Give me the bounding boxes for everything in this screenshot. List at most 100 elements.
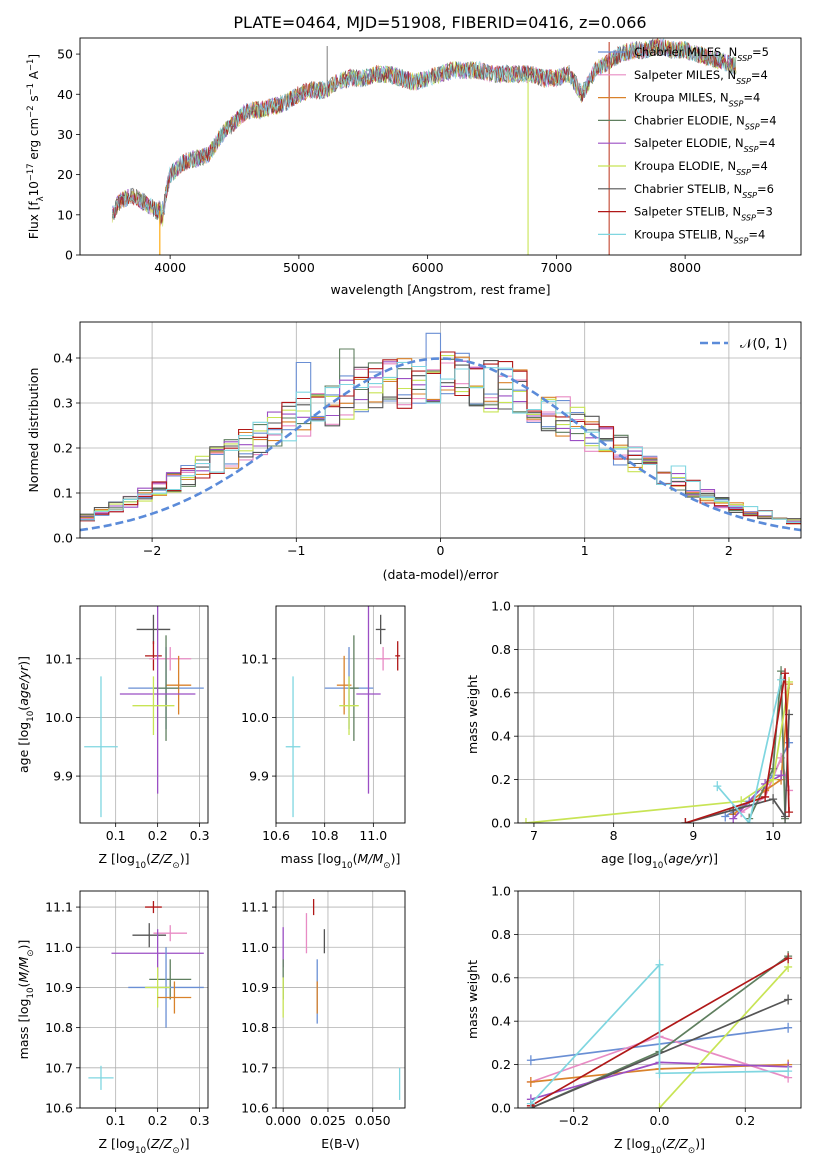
weight-marker	[777, 674, 786, 685]
error-bar-point	[166, 655, 192, 715]
error-bar-point	[356, 606, 381, 794]
y-tick-label: 10.1	[45, 651, 73, 666]
y-tick-label: 0.4	[491, 1014, 511, 1029]
legend-entry: Chabrier MILES, NSSP=5	[634, 45, 769, 63]
weight-marker	[785, 676, 794, 687]
y-tick-label: 10.6	[241, 1101, 269, 1116]
weight-marker	[526, 1098, 535, 1108]
x-tick-label: 11.0	[359, 828, 387, 843]
y-axis-label: mass [log10(M/M⊙)]	[16, 940, 36, 1060]
x-tick-label: 1	[581, 543, 589, 558]
y-tick-label: 10.0	[45, 710, 73, 725]
legend-entry: Chabrier ELODIE, NSSP=4	[634, 113, 777, 130]
weight-marker	[681, 818, 690, 823]
weight-line	[530, 962, 789, 1105]
weight-marker	[785, 807, 794, 818]
x-tick-label: 8000	[669, 260, 701, 275]
plot-area	[111, 38, 737, 255]
x-tick-label: 0.000	[265, 1113, 301, 1128]
error-bar-point	[157, 981, 192, 1014]
legend-entry: Kroupa MILES, NSSP=4	[634, 91, 760, 109]
error-bar-point	[88, 1065, 114, 1090]
y-tick-label: 10.6	[45, 1101, 73, 1116]
weight-marker	[729, 813, 738, 823]
x-tick-label: −0.2	[559, 1113, 589, 1128]
error-bar-point	[149, 959, 192, 1000]
x-tick-label: 0.025	[310, 1113, 346, 1128]
error-bar-point	[349, 635, 359, 741]
error-bar-point	[145, 967, 171, 1008]
y-tick-label: 9.9	[249, 769, 269, 784]
y-tick-label: 10.7	[241, 1060, 269, 1075]
y-tick-label: 1.0	[491, 884, 511, 899]
x-tick-label: 7000	[540, 260, 572, 275]
weight-marker	[784, 953, 793, 964]
axes-frame	[79, 890, 209, 1109]
weight-line	[716, 679, 782, 823]
weight-marker	[784, 1022, 793, 1033]
age-vs-mass-panel: 10.6 10.8 11.0 9.9 10.0 10.1 mass [log10(M/M⊙)…	[241, 605, 406, 871]
weight-marker	[777, 770, 786, 781]
weight-marker	[655, 1103, 664, 1108]
spectrum-title: PLATE=0464, MJD=51908, FIBERID=0416, z=0…	[233, 13, 646, 32]
weight-marker	[784, 994, 793, 1005]
weight-marker	[777, 666, 786, 677]
error-bar-point	[132, 676, 175, 736]
x-tick-label: 7	[530, 828, 538, 843]
y-tick-label: 10.8	[45, 1020, 73, 1035]
axes-frame	[79, 605, 209, 824]
spectrum-line	[111, 38, 737, 228]
weight-marker	[521, 818, 530, 823]
legend-entry: Salpeter ELODIE, NSSP=4	[634, 136, 775, 154]
error-bar-point	[149, 647, 192, 671]
error-bar-point	[375, 614, 386, 645]
y-axis-label: Normed distribution	[26, 368, 41, 493]
y-tick-label: 40	[57, 87, 73, 102]
histogram-step	[80, 351, 801, 525]
x-tick-label: 2	[725, 543, 733, 558]
y-tick-label: 10.9	[45, 980, 73, 995]
spectrum-panel: 4000 5000 6000 7000 8000 0 10 20 30 40 50 wavelengt…	[25, 37, 802, 297]
y-tick-label: 0.6	[491, 685, 511, 700]
y-tick-label: 0.8	[491, 927, 511, 942]
error-bar-point	[153, 925, 188, 942]
x-axis-label: E(B-V)	[321, 1136, 360, 1151]
mass-vs-metallicity-panel: 0.1 0.2 0.3 10.6 10.7 10.8 10.9 11.0 11.1 Z [log1…	[16, 890, 210, 1156]
weight-marker	[526, 1076, 535, 1087]
x-tick-label: 5000	[283, 260, 315, 275]
age-vs-metallicity-panel: 0.1 0.2 0.3 9.9 10.0 10.1 Z [log10(Z/Z⊙)] age […	[16, 605, 210, 871]
x-tick-label: −2	[143, 543, 161, 558]
y-tick-label: 0.4	[491, 729, 511, 744]
y-tick-label: 0.0	[53, 531, 73, 546]
x-axis-label: Z [log10(Z/Z⊙)]	[99, 851, 190, 871]
gaussian-curve	[80, 357, 801, 532]
weight-marker	[526, 1055, 535, 1066]
x-axis-label: wavelength [Angstrom, rest frame]	[330, 282, 550, 297]
weight-marker	[784, 1066, 793, 1077]
y-tick-label: 0.4	[53, 351, 73, 366]
x-tick-label: 0.3	[190, 1113, 210, 1128]
mass-vs-extinction-panel: 0.000 0.025 0.050 10.6 10.7 10.8 10.9 11.0 11.1 E…	[241, 890, 406, 1151]
error-bar-point	[395, 641, 401, 671]
plot-area	[88, 901, 204, 1090]
y-tick-label: 0.2	[491, 1057, 511, 1072]
axes-frame	[517, 890, 802, 1109]
error-bar-point	[145, 901, 162, 914]
y-tick-label: 50	[57, 47, 73, 62]
y-tick-label: 11.0	[45, 940, 73, 955]
plot-area	[285, 606, 401, 818]
x-tick-label: 10.8	[311, 828, 339, 843]
y-tick-label: 0.3	[53, 396, 73, 411]
y-axis-label: mass weight	[465, 960, 480, 1039]
y-axis-label: mass weight	[465, 675, 480, 754]
weight-marker	[713, 781, 722, 792]
error-bar-point	[339, 676, 359, 736]
weight-marker	[769, 794, 778, 805]
x-tick-label: 0.2	[735, 1113, 755, 1128]
error-bar-point	[136, 614, 171, 645]
legend-entry: 𝒩(0, 1)	[740, 337, 787, 352]
weight-line	[685, 673, 790, 823]
y-tick-label: 10.7	[45, 1060, 73, 1075]
y-tick-label: 0.2	[53, 441, 73, 456]
